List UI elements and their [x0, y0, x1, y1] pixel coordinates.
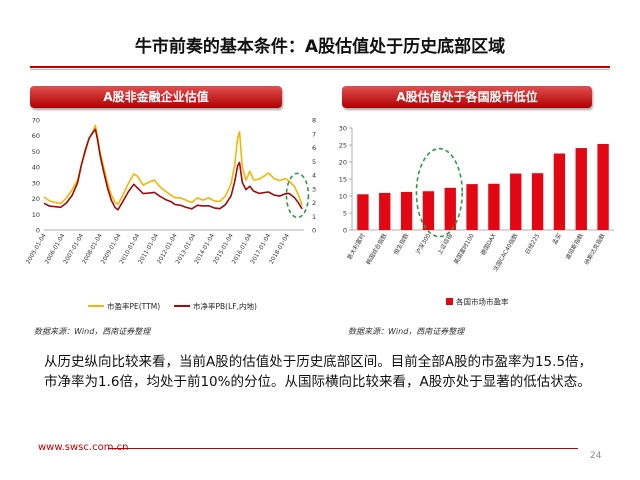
y-tick-label: 10	[339, 193, 347, 201]
y-right-tick-label: 6	[312, 144, 316, 152]
bar	[400, 191, 413, 230]
legend-bar-label: 各国市场市盈率	[456, 297, 509, 307]
bar	[488, 183, 500, 230]
bar	[466, 184, 478, 230]
legend-pe-label: 市盈率PE(TTM)	[107, 301, 160, 311]
bar-category-label: 沪深300	[414, 232, 432, 256]
left-panel-title: A股非金融企业估值	[30, 86, 282, 108]
y-left-tick-label: 10	[32, 211, 40, 219]
bar-category-label: 英国富时100	[452, 232, 476, 266]
y-right-tick-label: 1	[312, 213, 316, 221]
y-right-tick-label: 3	[312, 185, 316, 193]
bar-category-label: 孟买	[550, 232, 563, 246]
pb-series-line	[43, 128, 303, 211]
y-left-tick-label: 60	[32, 132, 40, 140]
y-right-tick-label: 4	[312, 172, 316, 180]
y-tick-label: 30	[339, 125, 347, 133]
y-right-tick-label: 2	[312, 199, 316, 207]
bar-category-label: 德国DAX	[479, 232, 498, 257]
footer-url[interactable]: www.swsc.com.cn	[38, 442, 129, 453]
y-right-tick-label: 5	[312, 158, 316, 166]
bar	[422, 191, 435, 230]
y-left-tick-label: 40	[32, 164, 40, 172]
title-divider	[30, 66, 610, 68]
x-tick-label: 2018-01-04	[269, 233, 291, 265]
bar	[444, 187, 456, 230]
y-left-tick-label: 50	[32, 148, 40, 156]
bar-category-label: 韩国综合指数	[364, 232, 388, 266]
body-paragraph: 从历史纵向比较来看，当前A股的估值处于历史底部区间。目前全部A股的市盈率为15.…	[44, 354, 593, 390]
recent-lows-highlight-ellipse	[285, 172, 310, 219]
domestic-bars-highlight-ellipse	[415, 147, 464, 238]
legend-pb-label: 市净率PB(LF,内地)	[193, 301, 257, 311]
y-left-tick-label: 0	[36, 227, 40, 235]
bar-category-label: 意大利富时	[345, 232, 367, 261]
bar-category-label: 日经225	[523, 232, 541, 256]
bar	[575, 148, 587, 230]
footer-divider	[108, 448, 578, 449]
page-number: 24	[590, 451, 602, 461]
left-source-note: 数据来源：Wind，西南证券整理	[34, 327, 151, 336]
page-title: 牛市前奏的基本条件：A股估值处于历史底部区域	[134, 37, 506, 57]
legend-bar-swatch	[446, 298, 453, 305]
y-tick-label: 5	[343, 210, 347, 218]
bar	[357, 194, 369, 230]
y-left-tick-label: 30	[32, 179, 40, 187]
bar-category-label: 恒生指数	[392, 232, 411, 256]
bar	[510, 173, 522, 230]
y-left-tick-label: 70	[32, 117, 40, 125]
y-right-tick-label: 0	[312, 227, 316, 235]
title-divider-thin	[30, 69, 610, 70]
bar	[597, 143, 609, 230]
y-tick-label: 15	[339, 176, 347, 184]
bar	[553, 153, 566, 230]
y-left-tick-label: 20	[32, 195, 40, 203]
y-tick-label: 25	[339, 142, 347, 150]
bar-category-label: 纳斯达克指数	[582, 232, 606, 266]
y-tick-label: 0	[343, 227, 347, 235]
bar-category-label: 道琼斯指数	[564, 232, 586, 261]
y-right-tick-label: 8	[312, 117, 316, 125]
bar	[379, 192, 391, 230]
bar	[531, 173, 544, 230]
right-panel-title: A股估值处于各国股市低位	[342, 86, 592, 108]
international-pe-bar-chart: 0 5 10 15 20 25 30 意大利富时 韩国综合指数 恒生指数 沪深300 上证综指 英国富时…	[339, 125, 614, 307]
valuation-line-chart: 0102030405060700123456782005-01-042006-0…	[26, 117, 316, 312]
y-right-tick-label: 7	[312, 130, 316, 138]
bar-category-label: 上证综指	[435, 232, 454, 256]
right-source-note: 数据来源：Wind，西南证券整理	[348, 327, 465, 336]
y-tick-label: 20	[339, 159, 347, 167]
